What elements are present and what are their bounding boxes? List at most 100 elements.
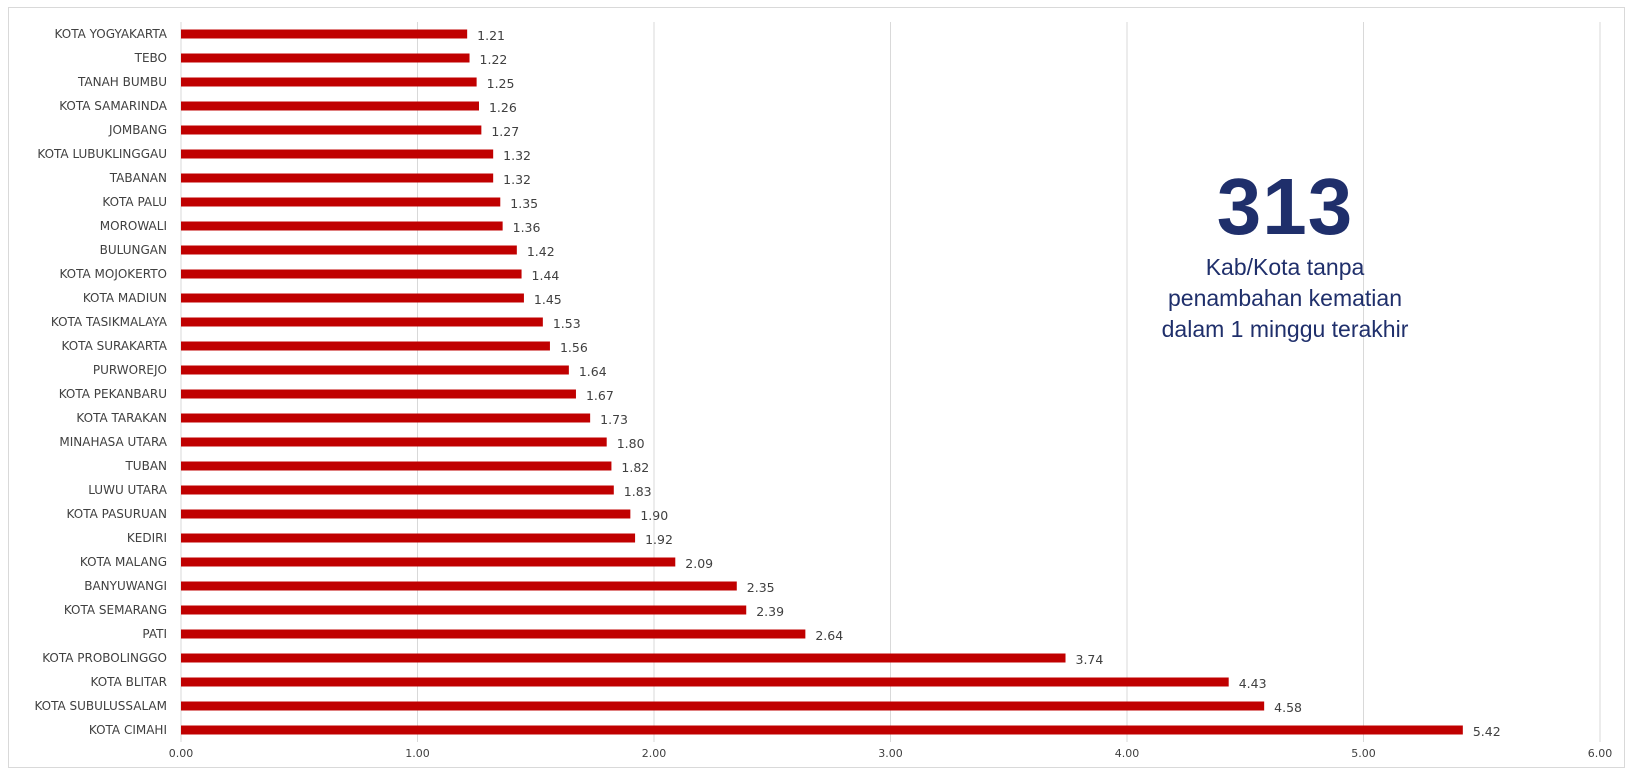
bar (181, 725, 1463, 735)
x-tick-label: 5.00 (1351, 747, 1376, 760)
callout-line-1: Kab/Kota tanpa (1205, 254, 1365, 280)
bar (181, 317, 543, 327)
value-label: 1.83 (624, 484, 652, 499)
value-label: 1.90 (640, 508, 668, 523)
value-label: 2.35 (747, 580, 775, 595)
category-label: KOTA SEMARANG (64, 603, 167, 617)
value-label: 1.32 (503, 148, 531, 163)
value-label: 1.25 (487, 76, 515, 91)
category-label: KOTA CIMAHI (89, 723, 167, 737)
x-axis-ticks: 0.00 1.00 2.00 3.00 4.00 5.00 6.00 (169, 747, 1613, 760)
category-label: MOROWALI (100, 219, 167, 233)
bars (181, 29, 1463, 735)
category-label: KOTA MOJOKERTO (59, 267, 167, 281)
bar (181, 461, 612, 471)
bar (181, 389, 576, 399)
value-label: 4.58 (1274, 700, 1302, 715)
category-label: TANAH BUMBU (77, 75, 167, 89)
value-label: 2.09 (685, 556, 713, 571)
category-label: TUBAN (124, 459, 167, 473)
category-labels: KOTA YOGYAKARTA TEBO TANAH BUMBU KOTA SAMAR… (34, 27, 167, 737)
value-label: 1.42 (527, 244, 555, 259)
bar (181, 269, 522, 279)
category-label: KOTA SAMARINDA (59, 99, 168, 113)
value-label: 1.82 (621, 460, 649, 475)
value-label: 3.74 (1076, 652, 1104, 667)
category-label: TABANAN (109, 171, 167, 185)
callout-text: Kab/Kota tanpa penambahan kematian dalam… (1120, 252, 1450, 345)
category-label: KOTA YOGYAKARTA (55, 27, 168, 41)
category-label: KOTA SUBULUSSALAM (34, 699, 167, 713)
category-label: KOTA PALU (102, 195, 167, 209)
callout-line-2: penambahan kematian (1168, 285, 1402, 311)
bar (181, 437, 607, 447)
value-label: 1.35 (510, 196, 538, 211)
bar (181, 509, 631, 519)
bar (181, 77, 477, 87)
category-label: LUWU UTARA (88, 483, 168, 497)
bar (181, 197, 501, 207)
bar (181, 653, 1066, 663)
bar (181, 629, 806, 639)
value-label: 1.64 (579, 364, 607, 379)
bar (181, 29, 468, 39)
category-label: KOTA MADIUN (83, 291, 167, 305)
value-label: 1.26 (489, 100, 517, 115)
value-label: 1.56 (560, 340, 588, 355)
bar (181, 149, 494, 159)
value-label: 1.36 (513, 220, 541, 235)
bar (181, 605, 747, 615)
category-label: KOTA MALANG (80, 555, 167, 569)
category-label: KOTA LUBUKLINGGAU (37, 147, 167, 161)
bar (181, 341, 550, 351)
bar (181, 413, 591, 423)
value-label: 5.42 (1473, 724, 1501, 739)
category-label: PATI (142, 627, 167, 641)
x-tick-label: 1.00 (405, 747, 430, 760)
category-label: PURWOREJO (93, 363, 167, 377)
callout-number: 313 (1216, 162, 1354, 251)
bar (181, 701, 1265, 711)
category-label: KOTA TASIKMALAYA (51, 315, 168, 329)
category-label: MINAHASA UTARA (59, 435, 167, 449)
category-label: KOTA TARAKAN (76, 411, 167, 425)
bar (181, 53, 470, 63)
x-tick-label: 3.00 (878, 747, 903, 760)
value-labels: 1.21 1.22 1.25 1.26 1.27 1.32 1.32 1.35 1.36 1.42… (477, 28, 1501, 739)
x-tick-label: 4.00 (1115, 747, 1140, 760)
value-label: 1.92 (645, 532, 673, 547)
value-label: 4.43 (1239, 676, 1267, 691)
bar (181, 125, 482, 135)
value-label: 1.21 (477, 28, 505, 43)
category-label: KOTA PROBOLINGGO (42, 651, 167, 665)
bar (181, 293, 524, 303)
summary-callout: 313 Kab/Kota tanpa penambahan kematian d… (1120, 162, 1450, 345)
x-tick-label: 0.00 (169, 747, 194, 760)
category-label: KOTA PEKANBARU (59, 387, 167, 401)
bar (181, 245, 517, 255)
value-label: 1.32 (503, 172, 531, 187)
bar (181, 677, 1229, 687)
bar (181, 221, 503, 231)
bar (181, 581, 737, 591)
category-label: JOMBANG (108, 123, 167, 137)
callout-line-3: dalam 1 minggu terakhir (1161, 316, 1409, 342)
value-label: 2.64 (815, 628, 843, 643)
gridlines (180, 22, 1601, 742)
bar (181, 365, 569, 375)
category-label: BULUNGAN (100, 243, 167, 257)
value-label: 1.53 (553, 316, 581, 331)
category-label: KOTA PASURUAN (67, 507, 167, 521)
value-label: 1.80 (617, 436, 645, 451)
bar (181, 173, 494, 183)
bar (181, 533, 636, 543)
value-label: 1.45 (534, 292, 562, 307)
value-label: 1.44 (532, 268, 560, 283)
x-tick-label: 2.00 (642, 747, 667, 760)
category-label: BANYUWANGI (84, 579, 167, 593)
value-label: 1.73 (600, 412, 628, 427)
value-label: 1.27 (491, 124, 519, 139)
category-label: KOTA SURAKARTA (62, 339, 168, 353)
value-label: 2.39 (756, 604, 784, 619)
